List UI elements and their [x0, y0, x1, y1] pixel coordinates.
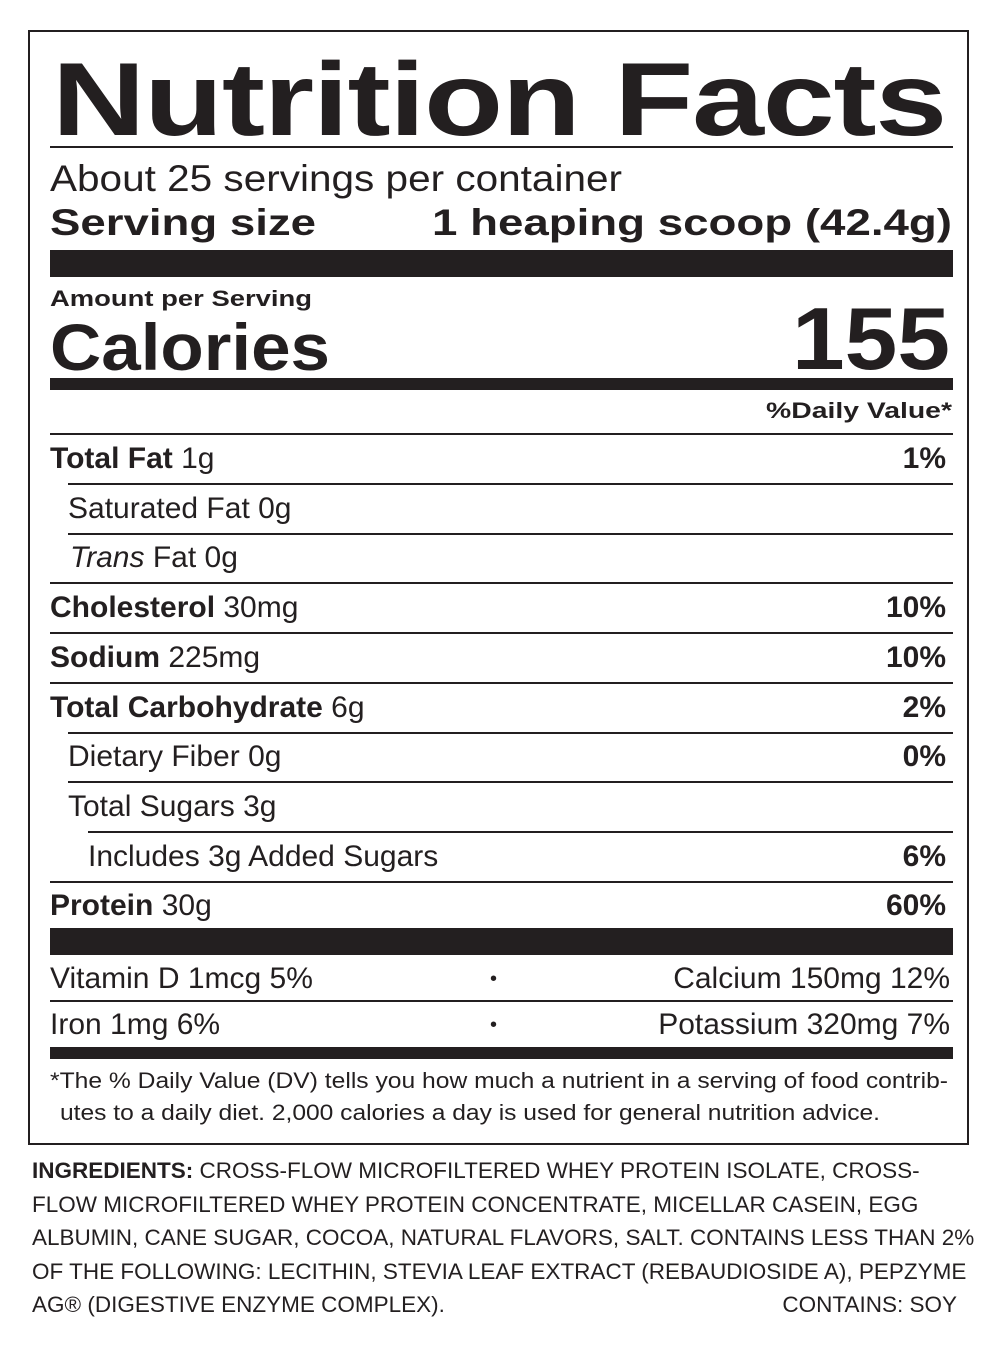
nutrient-daily-value: 2% [902, 690, 946, 724]
divider [50, 681, 953, 684]
nutrient-daily-value: 10% [885, 591, 946, 625]
nutrient-daily-value: 60% [885, 889, 946, 923]
nutrient-amount: 3g [243, 789, 277, 823]
nutrient-name: Total Fat [50, 442, 173, 475]
nutrient-row: Dietary Fiber 0g 0% [50, 733, 946, 781]
nutrient-name: Fat [152, 541, 197, 575]
thick-divider [50, 378, 953, 390]
nutrient-name-italic: Trans [70, 541, 145, 575]
nutrient-name: Dietary Fiber [68, 740, 240, 774]
nutrient-name: Cholesterol [50, 591, 216, 625]
nutrient-row: Total Sugars 3g [50, 783, 946, 831]
vitamin-right: Calcium 150mg 12% [673, 962, 950, 995]
ingredients-label: INGREDIENTS: [32, 1158, 194, 1183]
allergen-statement: CONTAINS: SOY [782, 1292, 957, 1317]
serving-size-label: Serving size [50, 202, 316, 243]
nutrient-amount: 30g [161, 889, 212, 923]
calories-value: 155 [792, 289, 950, 388]
serving-size-value: 1 heaping scoop (42.4g) [432, 202, 952, 243]
servings-per-container: About 25 servings per container [50, 158, 622, 199]
nutrient-amount: 0g [248, 740, 282, 774]
nutrient-name: Saturated Fat [68, 491, 250, 525]
nutrient-row: Total Carbohydrate 6g 2% [50, 684, 946, 732]
nutrient-name: Sodium [50, 640, 160, 674]
ingredients-text: CROSS-FLOW MICROFILTERED WHEY PROTEIN IS… [32, 1158, 975, 1317]
nutrient-name: Protein [50, 889, 154, 923]
calories-label: Calories [50, 310, 330, 384]
footnote-line-1: *The % Daily Value (DV) tells you how mu… [50, 1068, 948, 1093]
nutrient-name: Includes 3g Added Sugars [88, 839, 439, 873]
divider [68, 781, 953, 784]
divider [50, 1000, 953, 1002]
bullet: • [490, 1014, 498, 1036]
amount-per-serving: Amount per Serving [50, 286, 312, 311]
nutrient-name: Total Sugars [68, 789, 235, 823]
panel-title: Nutrition Facts [52, 42, 947, 158]
vitamin-row: Iron 1mg 6% • Potassium 320mg 7% [50, 1001, 950, 1049]
divider [50, 146, 953, 148]
nutrient-amount: 0g [204, 541, 238, 575]
nutrient-amount: 0g [258, 491, 292, 525]
nutrition-facts-panel [28, 30, 969, 1145]
nutrient-row: Trans Fat 0g [50, 534, 946, 582]
nutrient-row: Protein 30g 60% [50, 882, 946, 930]
footnote-line-2: utes to a daily diet. 2,000 calories a d… [60, 1100, 880, 1125]
divider [88, 830, 953, 833]
nutrient-row: Cholesterol 30mg 10% [50, 584, 946, 632]
nutrient-name: Total Carbohydrate [50, 690, 323, 724]
nutrient-row: Sodium 225mg 10% [50, 634, 946, 682]
nutrient-row: Includes 3g Added Sugars 6% [50, 833, 946, 881]
vitamin-row: Vitamin D 1mcg 5% • Calcium 150mg 12% [50, 955, 950, 1003]
nutrient-amount: 225mg [168, 640, 261, 674]
divider [68, 483, 953, 485]
nutrient-row: Total Fat 1g 1% [50, 435, 946, 483]
divider [50, 632, 953, 635]
thick-divider [50, 250, 953, 277]
nutrient-amount: 1g [181, 442, 215, 475]
nutrient-daily-value: 1% [902, 442, 946, 475]
nutrient-daily-value: 10% [885, 640, 946, 674]
nutrient-amount: 30mg [223, 591, 299, 625]
daily-value-header: %Daily Value* [766, 398, 952, 423]
divider [68, 731, 953, 734]
bullet: • [490, 968, 498, 990]
divider [50, 880, 953, 883]
vitamin-right: Potassium 320mg 7% [658, 1008, 950, 1041]
ingredients: INGREDIENTS: CROSS-FLOW MICROFILTERED WH… [32, 1154, 977, 1322]
divider [68, 532, 953, 535]
vitamin-left: Vitamin D 1mcg 5% [50, 962, 313, 995]
thick-divider [50, 928, 953, 955]
nutrient-daily-value: 0% [902, 740, 946, 774]
nutrient-amount: 6g [331, 690, 365, 724]
divider [50, 582, 953, 585]
thick-divider [50, 1047, 953, 1059]
nutrient-row: Saturated Fat 0g [50, 485, 946, 533]
nutrient-daily-value: 6% [902, 839, 946, 873]
divider [50, 433, 953, 435]
vitamin-left: Iron 1mg 6% [50, 1008, 221, 1041]
